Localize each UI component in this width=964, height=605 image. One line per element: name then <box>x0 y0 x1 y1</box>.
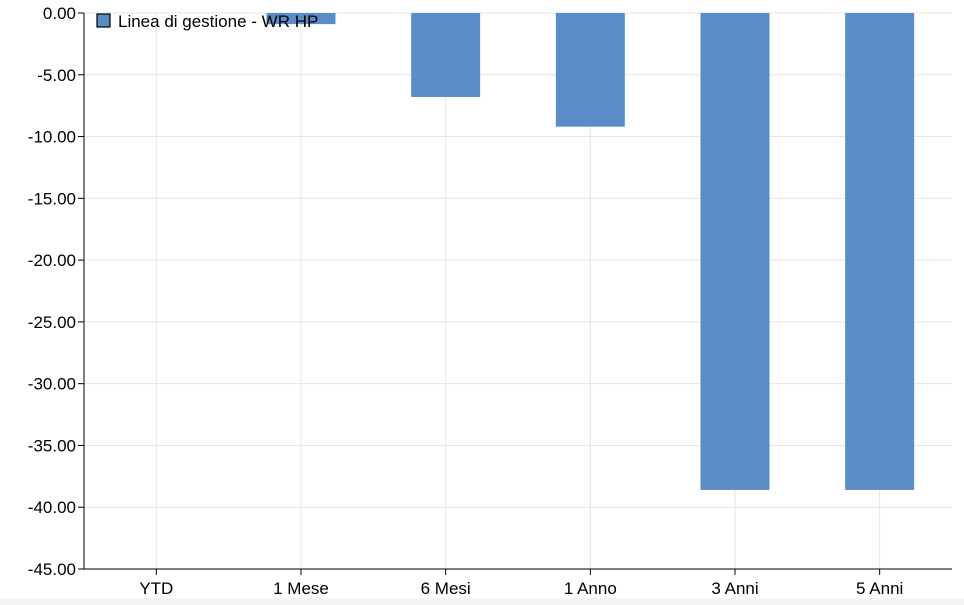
x-tick-label: 6 Mesi <box>421 579 471 598</box>
bar-5-anni <box>845 13 915 490</box>
grid-layer <box>84 12 952 570</box>
y-tick-label: -45.00 <box>28 560 76 579</box>
y-tick-label: -40.00 <box>28 498 76 517</box>
x-tick-label: 5 Anni <box>856 579 903 598</box>
y-tick-label: -10.00 <box>28 128 76 147</box>
x-tick-label: 3 Anni <box>711 579 758 598</box>
y-tick-label: -25.00 <box>28 313 76 332</box>
x-tick-label: YTD <box>139 579 173 598</box>
legend: Linea di gestione - WR HP <box>96 12 318 31</box>
bar-1-anno <box>555 13 625 127</box>
y-tick-label: -35.00 <box>28 436 76 455</box>
x-tick-label: 1 Mese <box>273 579 329 598</box>
y-tick-label: -5.00 <box>37 66 76 85</box>
bar-3-anni <box>700 13 770 490</box>
x-tick-label: 1 Anno <box>564 579 617 598</box>
axis-layer: 0.00 -5.00 -10.00 -15.00 -20.00 -25.00 -30.00 -… <box>28 4 952 598</box>
legend-label: Linea di gestione - WR HP <box>118 12 318 31</box>
y-tick-label: -15.00 <box>28 189 76 208</box>
legend-swatch <box>96 13 111 28</box>
page-bottom-strip <box>0 598 964 605</box>
y-tick-label: 0.00 <box>43 4 76 23</box>
bar-6-mesi <box>411 13 481 98</box>
y-tick-label: -30.00 <box>28 375 76 394</box>
bar-1-mese <box>266 13 336 25</box>
y-tick-label: -20.00 <box>28 251 76 270</box>
bar-layer <box>266 13 915 490</box>
